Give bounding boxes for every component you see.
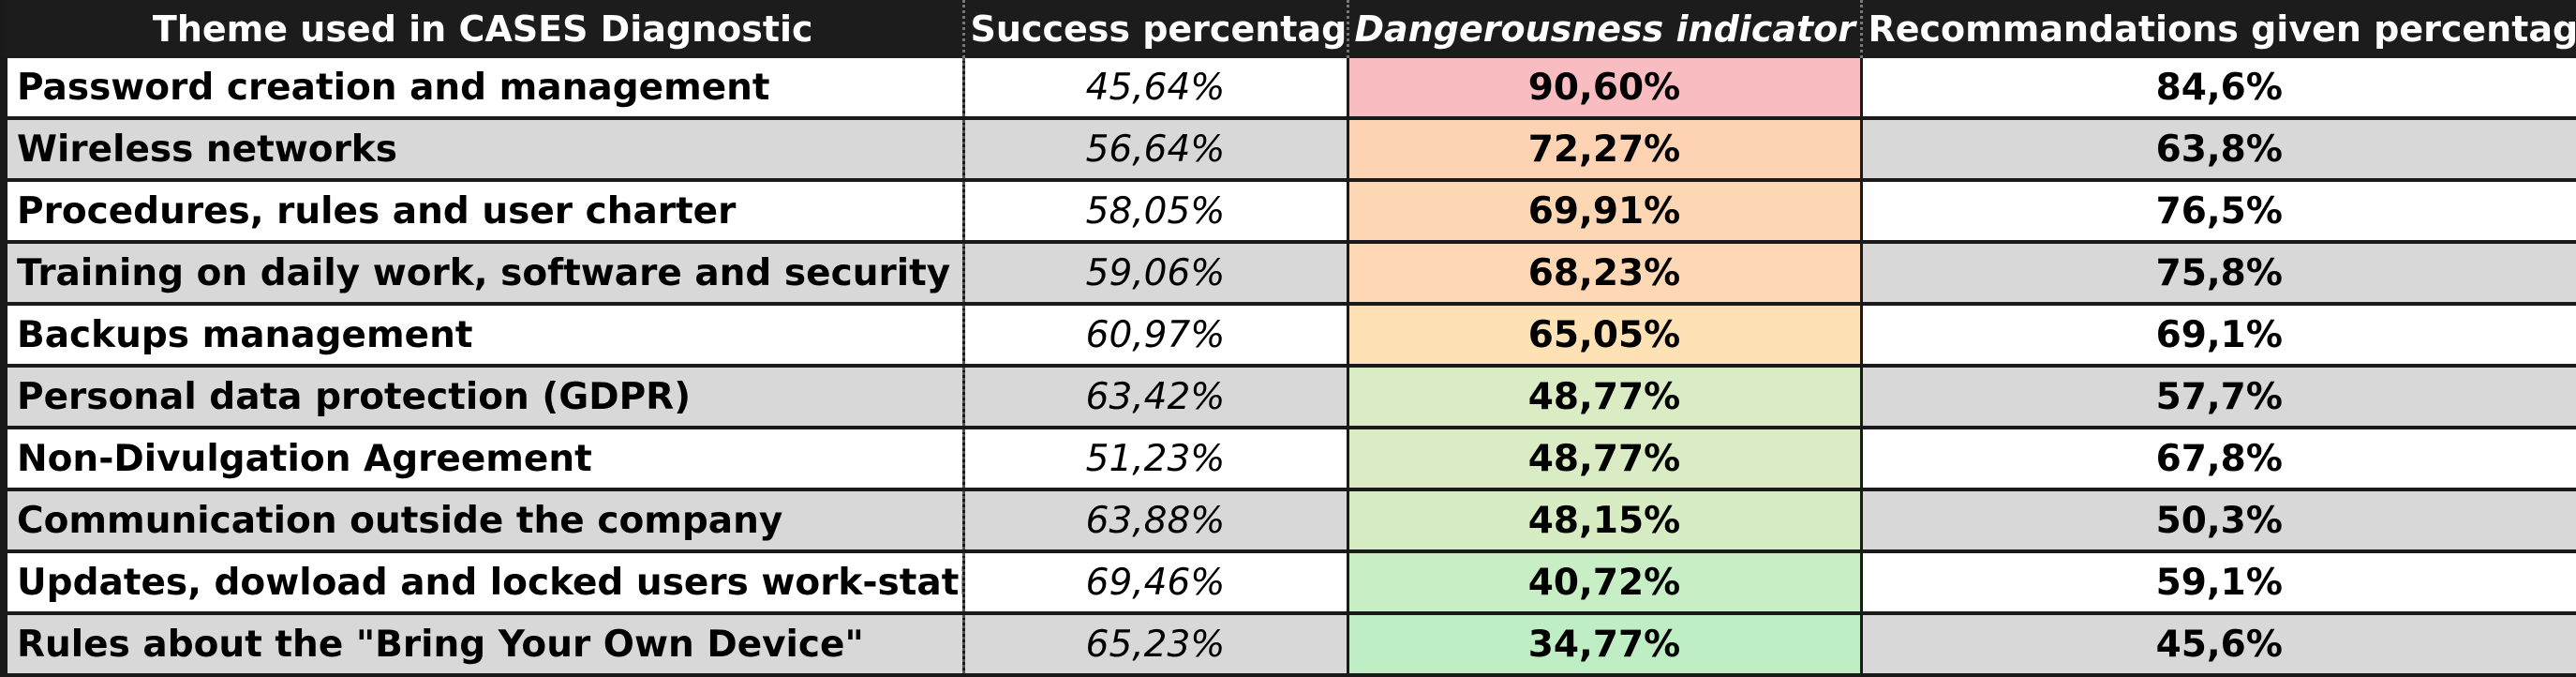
table-row: Password creation and management 45,64% 90… — [0, 58, 2576, 120]
cell-theme: Backups management — [0, 304, 965, 368]
header-success-percentage: Success percentage — [963, 0, 1349, 58]
table-row: Non-Divulgation Agreement 51,23% 48,77% 67,… — [0, 428, 2576, 491]
cell-success-percentage: 59,06% — [963, 242, 1349, 306]
table-row: Backups management 60,97% 65,05% 69,1% — [0, 304, 2576, 368]
cell-theme: Wireless networks — [0, 118, 965, 182]
cell-recommandations-percentage: 50,3% — [1861, 489, 2576, 553]
table-row: Wireless networks 56,64% 72,27% 63,8% — [0, 118, 2576, 182]
header-dangerousness-indicator: Dangerousness indicator — [1348, 0, 1863, 58]
table-row: Personal data protection (GDPR) 63,42% 48,… — [0, 366, 2576, 429]
cell-recommandations-percentage: 63,8% — [1861, 118, 2576, 182]
table-row: Rules about the "Bring Your Own Device" 6… — [0, 613, 2576, 677]
table-header-row: Theme used in CASES Diagnostic Success p… — [4, 0, 2576, 58]
cell-dangerousness-indicator: 34,77% — [1346, 613, 1863, 677]
cell-recommandations-percentage: 59,1% — [1861, 551, 2576, 615]
cell-theme: Procedures, rules and user charter — [0, 180, 965, 244]
cell-theme: Personal data protection (GDPR) — [0, 366, 965, 429]
cell-theme: Training on daily work, software and sec… — [0, 242, 965, 306]
table-row: Communication outside the company 63,88% 4… — [0, 489, 2576, 553]
cell-success-percentage: 65,23% — [963, 613, 1349, 677]
cell-success-percentage: 45,64% — [963, 58, 1349, 120]
cell-recommandations-percentage: 57,7% — [1861, 366, 2576, 429]
cell-dangerousness-indicator: 90,60% — [1346, 58, 1863, 120]
cell-recommandations-percentage: 76,5% — [1861, 180, 2576, 244]
cell-dangerousness-indicator: 48,77% — [1346, 428, 1863, 491]
header-theme: Theme used in CASES Diagnostic — [4, 0, 965, 58]
cell-recommandations-percentage: 69,1% — [1861, 304, 2576, 368]
cell-theme: Updates, dowload and locked users work-s… — [0, 551, 965, 615]
cell-recommandations-percentage: 45,6% — [1861, 613, 2576, 677]
cell-theme: Non-Divulgation Agreement — [0, 428, 965, 491]
cell-success-percentage: 56,64% — [963, 118, 1349, 182]
cell-recommandations-percentage: 84,6% — [1861, 58, 2576, 120]
cell-success-percentage: 63,88% — [963, 489, 1349, 553]
cell-success-percentage: 63,42% — [963, 366, 1349, 429]
cell-dangerousness-indicator: 65,05% — [1346, 304, 1863, 368]
cell-recommandations-percentage: 75,8% — [1861, 242, 2576, 306]
cell-theme: Rules about the "Bring Your Own Device" — [0, 613, 965, 677]
cell-success-percentage: 69,46% — [963, 551, 1349, 615]
cell-dangerousness-indicator: 68,23% — [1346, 242, 1863, 306]
table-row: Training on daily work, software and sec… — [0, 242, 2576, 306]
cell-dangerousness-indicator: 72,27% — [1346, 118, 1863, 182]
header-recommandations-percentage: Recommandations given percentage — [1861, 0, 2576, 58]
table-row: Updates, dowload and locked users work-s… — [0, 551, 2576, 615]
cell-dangerousness-indicator: 40,72% — [1346, 551, 1863, 615]
cell-dangerousness-indicator: 48,77% — [1346, 366, 1863, 429]
cell-success-percentage: 51,23% — [963, 428, 1349, 491]
cell-dangerousness-indicator: 69,91% — [1346, 180, 1863, 244]
cell-theme: Password creation and management — [0, 58, 965, 120]
cell-recommandations-percentage: 67,8% — [1861, 428, 2576, 491]
cell-success-percentage: 60,97% — [963, 304, 1349, 368]
table-row: Procedures, rules and user charter 58,05%… — [0, 180, 2576, 244]
table-body: Password creation and management 45,64% 90… — [0, 58, 2576, 677]
cell-theme: Communication outside the company — [0, 489, 965, 553]
cell-dangerousness-indicator: 48,15% — [1346, 489, 1863, 553]
cell-success-percentage: 58,05% — [963, 180, 1349, 244]
